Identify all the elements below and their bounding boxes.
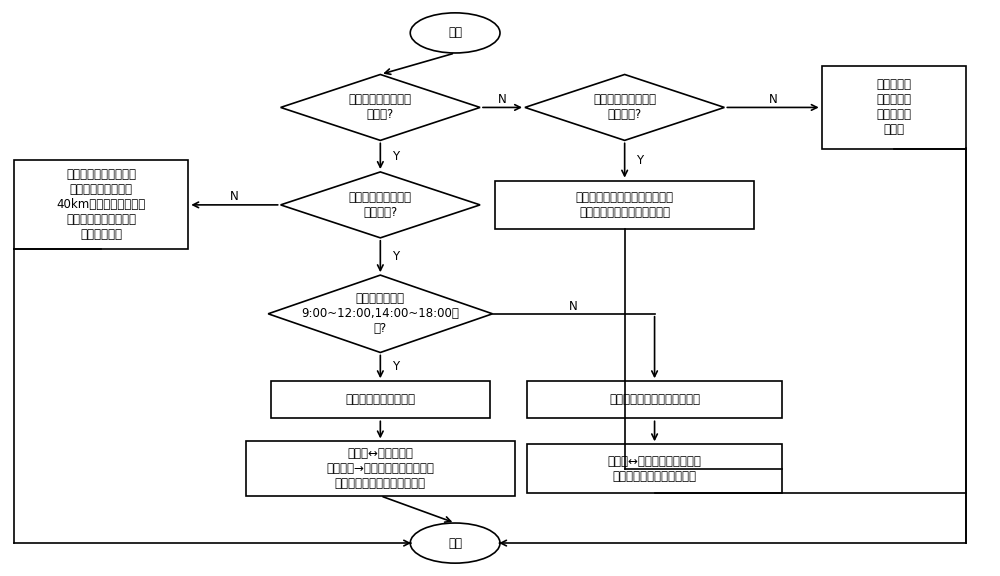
Text: 用户有固定的习惯性
充电站?: 用户有固定的习惯性 充电站? [349, 93, 412, 122]
Text: Y: Y [392, 250, 399, 263]
Text: 用户有固定的习惯性
充电时间?: 用户有固定的习惯性 充电时间? [593, 93, 656, 122]
Text: Y: Y [392, 150, 399, 162]
Text: N: N [769, 93, 777, 106]
Bar [527, 444, 782, 493]
Bar [14, 161, 188, 249]
Text: N: N [498, 93, 507, 106]
Bar [822, 66, 966, 149]
Bar [495, 180, 754, 229]
Bar [246, 441, 515, 496]
Text: 判定该车为自由职业人士用车: 判定该车为自由职业人士用车 [609, 393, 700, 406]
Polygon shape [525, 74, 724, 141]
Text: 开始: 开始 [448, 26, 462, 39]
Text: 随机生成始
末节点及充
电时间作为
出行链: 随机生成始 末节点及充 电时间作为 出行链 [876, 78, 911, 137]
Bar [527, 381, 782, 418]
Bar [271, 381, 490, 418]
Text: 随机生成始末节点作为出行链，
充电时间对应习惯性充电时间: 随机生成始末节点作为出行链， 充电时间对应习惯性充电时间 [576, 191, 674, 219]
Text: 充电时间是否在
9:00~12:00,14:00~18:00以
外?: 充电时间是否在 9:00~12:00,14:00~18:00以 外? [301, 292, 459, 335]
Polygon shape [268, 275, 493, 353]
Text: 生成家↔娱乐休闲出行链，充
电时间对应习惯性充电时间: 生成家↔娱乐休闲出行链，充 电时间对应习惯性充电时间 [608, 454, 702, 483]
Text: 始末节点由以习惯性充
电站为圆心、半径为
40km的区域内节点随机
生成作为出行链，随机
生成充电时间: 始末节点由以习惯性充 电站为圆心、半径为 40km的区域内节点随机 生成作为出行… [56, 168, 146, 241]
Text: 结束: 结束 [448, 537, 462, 550]
Polygon shape [281, 172, 480, 238]
Text: Y: Y [392, 361, 399, 373]
Text: N: N [569, 300, 578, 313]
Polygon shape [281, 74, 480, 141]
Text: N: N [230, 190, 239, 203]
Text: 判定该车为上下班用车: 判定该车为上下班用车 [345, 393, 415, 406]
Text: 生成家↔工作单位、
工作单位→娱乐休闲几类出行链，
充电时间对应习惯性充电时间: 生成家↔工作单位、 工作单位→娱乐休闲几类出行链， 充电时间对应习惯性充电时间 [326, 447, 434, 490]
Ellipse shape [410, 523, 500, 563]
Ellipse shape [410, 13, 500, 53]
Text: Y: Y [636, 154, 643, 167]
Text: 用户有固定的习惯性
充电时间?: 用户有固定的习惯性 充电时间? [349, 191, 412, 219]
